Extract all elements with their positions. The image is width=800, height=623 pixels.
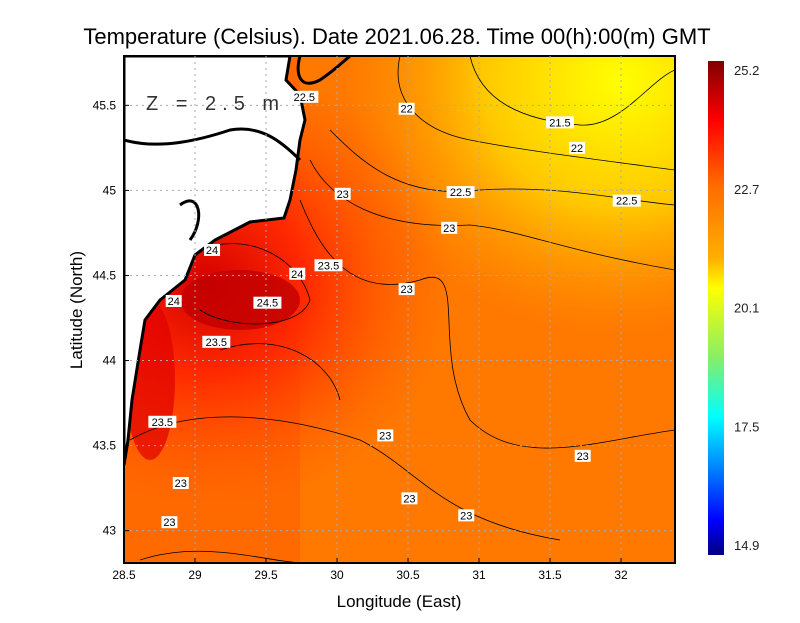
colorbar-ticks: 25.2 22.7 20.1 17.5 14.9 — [734, 63, 759, 553]
contour-label-bg — [377, 429, 394, 442]
contour-label: 23 — [163, 517, 175, 529]
x-tick-label: 30 — [330, 568, 344, 582]
contour-label-bg — [334, 187, 351, 200]
y-tick-label: 44.5 — [93, 268, 117, 282]
contour-label: 21.5 — [549, 117, 570, 129]
x-tick-label: 30.5 — [396, 568, 420, 582]
contour-label: 23 — [577, 451, 589, 463]
contour-label: 23 — [175, 478, 187, 490]
contour-label-bg — [441, 221, 458, 234]
temperature-field — [124, 56, 675, 563]
contour-label: 23 — [460, 510, 472, 522]
colorbar-tick-label: 14.9 — [734, 538, 759, 553]
contour-label: 24 — [206, 245, 218, 257]
y-tick-label: 44 — [103, 354, 117, 368]
contour-label-bg — [165, 294, 182, 307]
plot-frame — [123, 55, 676, 564]
contour-label: 23.5 — [206, 337, 227, 349]
x-tick-label: 28.5 — [112, 568, 136, 582]
contour-label-bg — [398, 102, 415, 115]
contour-label-bg — [446, 186, 475, 199]
contour-label: 23 — [443, 223, 455, 235]
contour-label-bg — [148, 415, 177, 428]
contour-label: 22.5 — [294, 92, 315, 104]
contour-label: 24 — [291, 269, 303, 281]
contour-label-bg — [172, 477, 189, 490]
y-axis-label: Latitude (North) — [67, 251, 86, 369]
contour-label: 23 — [400, 284, 412, 296]
x-tick-label: 29.5 — [254, 568, 278, 582]
contour-label: 22 — [400, 104, 412, 116]
contour-labels: 22.5 22 21.5 22 23 22.5 22.5 23 24 23.5 24 23 24 24.5… — [148, 90, 641, 529]
contour-label-bg — [314, 259, 343, 272]
contour-label-bg — [569, 141, 586, 154]
contour-label-bg — [612, 194, 641, 207]
colorbar — [708, 61, 724, 555]
axis-ticks: 28.5 29 29.5 30 30.5 31 31.5 32 43 43.5 44 44.5 45 45… — [93, 98, 628, 582]
contour-label-bg — [290, 90, 319, 103]
contour-label-bg — [253, 296, 282, 309]
x-tick-label: 32 — [614, 568, 628, 582]
contour-label-bg — [458, 509, 475, 522]
gridlines — [124, 56, 675, 563]
y-tick-label: 45 — [103, 183, 117, 197]
contour-label: 23 — [403, 493, 415, 505]
contour-label-bg — [574, 449, 591, 462]
contour-label-bg — [202, 335, 231, 348]
colorbar-tick-label: 17.5 — [734, 419, 759, 434]
y-tick-label: 43.5 — [93, 439, 117, 453]
contour-label: 23 — [337, 189, 349, 201]
depth-label: Z = 2.5 m — [146, 93, 285, 115]
x-axis-label: Longitude (East) — [337, 592, 462, 611]
contour-label-bg — [289, 267, 306, 280]
colorbar-tick-label: 20.1 — [734, 301, 759, 316]
contour-label: 23.5 — [318, 260, 339, 272]
contour-label-bg — [545, 116, 574, 129]
contour-label: 23.5 — [152, 417, 173, 429]
contour-label: 23 — [379, 430, 391, 442]
x-tick-label: 31.5 — [538, 568, 562, 582]
colorbar-tick-label: 22.7 — [734, 182, 759, 197]
contour-label: 24 — [168, 296, 180, 308]
contour-label: 22.5 — [616, 196, 637, 208]
contour-label-bg — [398, 283, 415, 296]
chart-title: Temperature (Celsius). Date 2021.06.28. … — [83, 24, 710, 49]
colorbar-tick-label: 25.2 — [734, 63, 759, 78]
y-tick-label: 43 — [103, 524, 117, 538]
contour-label-bg — [161, 516, 178, 529]
contour-label: 22 — [571, 143, 583, 155]
contour-label: 22.5 — [450, 187, 471, 199]
contour-label: 24.5 — [257, 298, 278, 310]
x-tick-label: 31 — [472, 568, 486, 582]
contour-label-bg — [204, 243, 221, 256]
contour-label-bg — [401, 492, 418, 505]
x-tick-label: 29 — [188, 568, 202, 582]
y-tick-label: 45.5 — [93, 98, 117, 112]
